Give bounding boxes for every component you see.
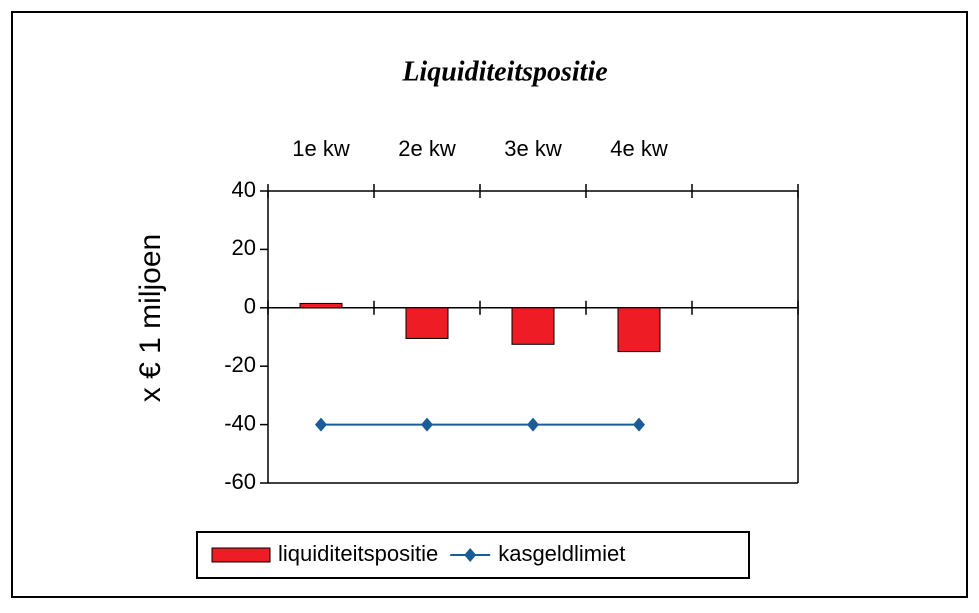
x-tick-label: 1e kw bbox=[292, 136, 350, 161]
line-marker bbox=[315, 417, 327, 432]
line-marker bbox=[527, 417, 539, 432]
x-tick-label: 4e kw bbox=[610, 136, 668, 161]
x-tick-label: 2e kw bbox=[398, 136, 456, 161]
legend-label: liquiditeitspositie bbox=[278, 541, 438, 566]
legend-swatch bbox=[211, 547, 271, 563]
legend-label: kasgeldlimiet bbox=[498, 541, 625, 566]
bar bbox=[405, 307, 449, 339]
chart-title: Liquiditeitspositie bbox=[401, 56, 607, 87]
bar bbox=[299, 302, 343, 309]
x-tick-label: 3e kw bbox=[504, 136, 562, 161]
y-tick-label: 0 bbox=[244, 294, 256, 319]
line-marker bbox=[421, 417, 433, 432]
line-marker bbox=[633, 417, 645, 432]
y-tick-label: 20 bbox=[232, 235, 256, 260]
legend-marker bbox=[464, 548, 477, 562]
bar bbox=[617, 307, 661, 353]
y-tick-label: -40 bbox=[224, 410, 256, 435]
y-tick-label: 40 bbox=[232, 177, 256, 202]
y-axis-label: x € 1 miljoen bbox=[134, 234, 167, 402]
bar bbox=[511, 307, 555, 345]
y-tick-label: -20 bbox=[224, 352, 256, 377]
chart-border bbox=[11, 11, 968, 598]
y-tick-label: -60 bbox=[224, 469, 256, 494]
